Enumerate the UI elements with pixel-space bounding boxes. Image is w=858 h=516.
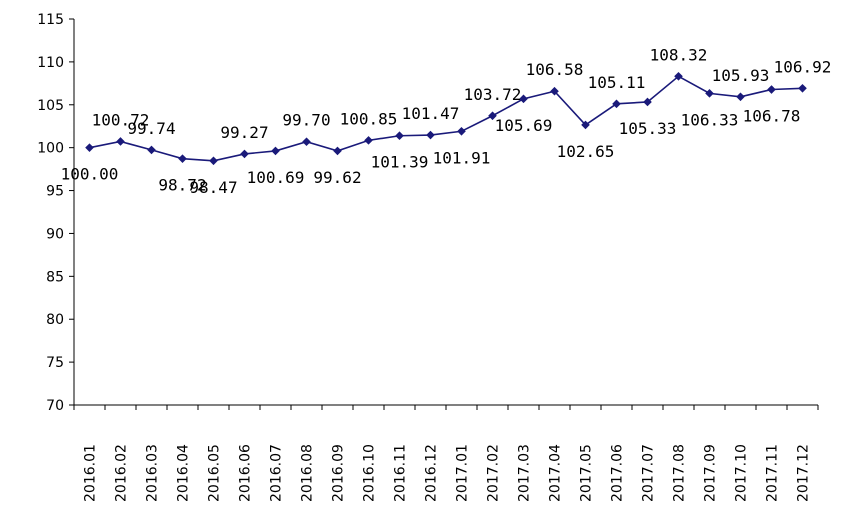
y-tick-label: 90 xyxy=(46,226,64,242)
x-tick-label: 2016.06 xyxy=(238,444,254,502)
y-tick-label: 115 xyxy=(37,12,64,28)
x-tick-label: 2017.10 xyxy=(734,444,750,502)
x-tick-label: 2016.08 xyxy=(300,444,316,502)
data-label: 98.72 xyxy=(158,176,206,195)
data-label: 99.27 xyxy=(220,123,268,142)
x-tick-label: 2017.05 xyxy=(579,444,595,502)
data-label: 99.74 xyxy=(127,119,175,138)
data-point xyxy=(395,131,404,141)
x-tick-label: 2017.06 xyxy=(610,444,626,502)
x-tick-label: 2017.09 xyxy=(703,444,719,502)
data-point xyxy=(333,146,342,156)
x-tick-label: 2016.03 xyxy=(145,444,161,502)
data-label: 105.33 xyxy=(619,119,677,138)
data-point xyxy=(798,84,807,93)
x-tick-label: 2016.01 xyxy=(83,444,99,502)
x-tick-label: 2016.04 xyxy=(176,444,192,502)
y-tick-label: 100 xyxy=(37,141,64,157)
data-point xyxy=(612,99,621,109)
x-tick-label: 2016.11 xyxy=(393,444,409,502)
x-tick-label: 2016.07 xyxy=(269,444,285,502)
x-axis: 2016.01 2016.02 2016.03 2016.04 2016.05 2016.… xyxy=(73,404,819,502)
data-label: 102.65 xyxy=(557,142,615,161)
data-point xyxy=(674,71,683,81)
data-point xyxy=(302,137,311,147)
data-point xyxy=(147,145,156,155)
y-tick-label: 105 xyxy=(37,98,64,114)
data-label: 106.92 xyxy=(774,57,832,76)
y-tick-label: 75 xyxy=(46,355,64,371)
x-tick-label: 2016.10 xyxy=(362,444,378,502)
data-point xyxy=(767,85,776,94)
data-label: 99.70 xyxy=(282,111,330,130)
data-point xyxy=(240,149,249,159)
data-point xyxy=(271,146,280,156)
x-tick-label: 2017.01 xyxy=(455,444,471,502)
x-tick-label: 2017.02 xyxy=(486,444,502,502)
series-line xyxy=(89,75,803,162)
data-label: 100.85 xyxy=(340,109,398,128)
data-point xyxy=(736,92,745,102)
data-label: 105.69 xyxy=(495,116,553,135)
data-point xyxy=(364,136,373,145)
data-label: 103.72 xyxy=(464,85,522,104)
y-tick-label: 85 xyxy=(46,269,64,285)
data-point xyxy=(550,86,559,96)
data-label: 100.69 xyxy=(247,168,305,187)
data-label: 105.11 xyxy=(588,73,646,92)
data-point xyxy=(178,154,187,163)
series-line-group xyxy=(85,71,807,166)
data-point xyxy=(581,120,590,130)
data-label: 100.72 xyxy=(92,110,150,129)
data-label: 100.00 xyxy=(61,165,119,184)
x-tick-label: 2017.12 xyxy=(796,444,812,502)
data-point xyxy=(209,156,218,166)
data-point xyxy=(116,137,125,146)
y-axis: 70 75 80 85 90 95 100 105 110 115 xyxy=(37,12,75,414)
data-label: 108.32 xyxy=(650,45,708,64)
data-point xyxy=(519,94,528,104)
x-tick-label: 2017.03 xyxy=(517,444,533,502)
data-point xyxy=(457,126,466,136)
x-tick-label: 2017.07 xyxy=(641,444,657,502)
y-tick-label: 95 xyxy=(46,184,64,200)
data-point xyxy=(643,97,652,107)
x-tick-label: 2017.08 xyxy=(672,444,688,502)
x-tick-label: 2016.09 xyxy=(331,444,347,502)
data-label: 105.93 xyxy=(712,66,770,85)
data-label: 106.58 xyxy=(526,60,584,79)
x-tick-label: 2017.04 xyxy=(548,444,564,502)
data-label: 98.47 xyxy=(189,178,237,197)
data-label: 99.62 xyxy=(313,168,361,187)
data-label: 101.47 xyxy=(402,104,460,123)
x-tick-label: 2016.05 xyxy=(207,444,223,502)
data-label: 106.78 xyxy=(743,107,801,126)
data-label: 106.33 xyxy=(681,110,739,129)
y-tick-label: 70 xyxy=(46,398,64,414)
x-tick-label: 2016.02 xyxy=(114,444,130,502)
y-tick-label: 110 xyxy=(37,55,64,71)
data-label: 101.91 xyxy=(433,148,491,167)
y-tick-label: 80 xyxy=(46,312,64,328)
data-label: 101.39 xyxy=(371,153,429,172)
x-tick-label: 2016.12 xyxy=(424,444,440,502)
data-point xyxy=(85,143,94,152)
x-tick-label: 2017.11 xyxy=(765,444,781,502)
data-point xyxy=(705,89,714,98)
data-point xyxy=(426,130,435,140)
data-point xyxy=(488,111,497,121)
